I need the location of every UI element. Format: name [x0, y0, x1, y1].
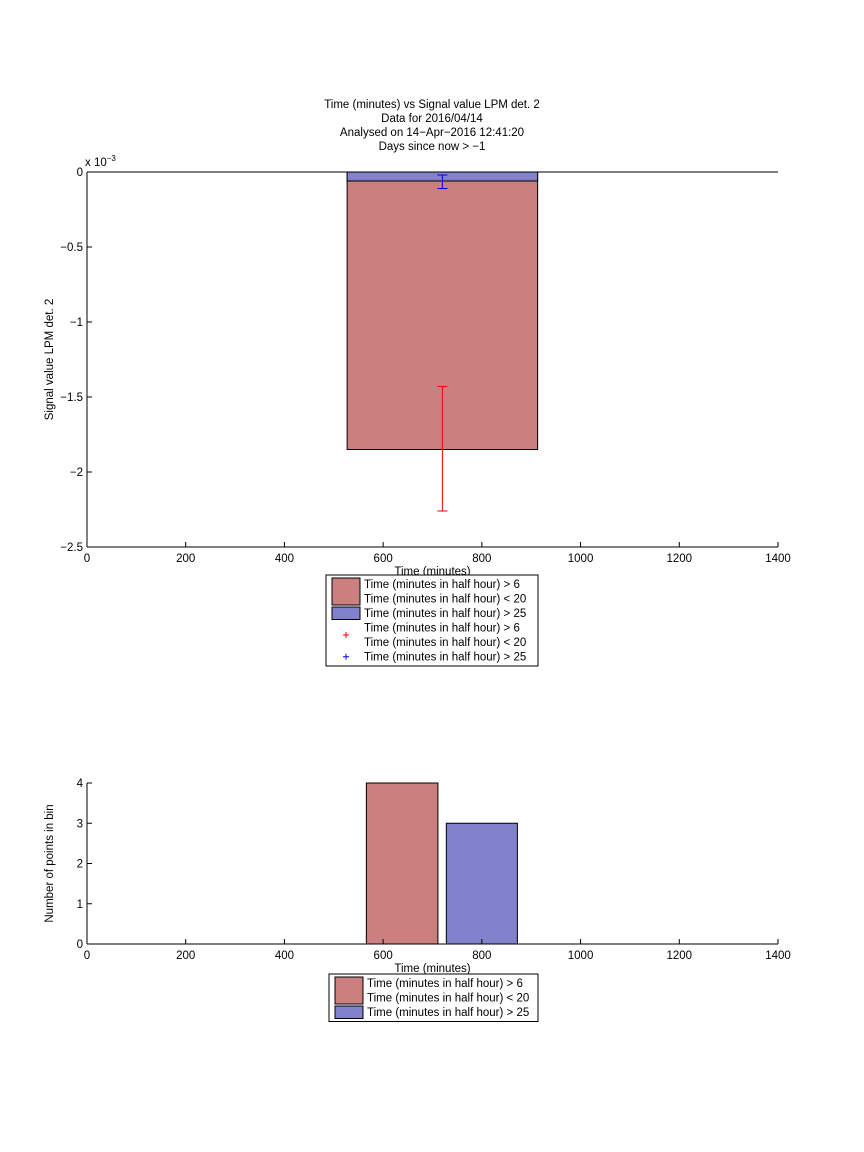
p2-x-tick-label: 800 [472, 950, 491, 962]
legend1-entry-3-text: Time (minutes in half hour) > 6 [364, 623, 520, 635]
p2-y-tick-label: 4 [77, 778, 84, 790]
title-line-4: Days since now > −1 [379, 141, 486, 153]
p2-x-tick-label: 0 [84, 950, 90, 962]
p2-x-tick-label: 400 [275, 950, 294, 962]
histogram-plot: 0 200 400 600 800 1000 1200 1400 0 1 2 3 4 Time (minu… [44, 778, 791, 975]
p1-y-tick-label: −1 [70, 317, 83, 329]
p2-x-tick-label: 1200 [666, 950, 692, 962]
p2-x-tick-label: 600 [374, 950, 393, 962]
histogram-plot-legend: Time (minutes in half hour) > 6 Time (min… [328, 973, 539, 1022]
title-line-1: Time (minutes) vs Signal value LPM det. … [324, 99, 540, 111]
legend1-box [325, 574, 539, 667]
p2-x-tick-label: 200 [176, 950, 195, 962]
p1-y-tick-label: −2 [70, 467, 83, 479]
p1-y-exponent-label: x 10−3 [85, 154, 116, 169]
legend1-entry-3-text: Time (minutes in half hour) < 20 [364, 637, 526, 649]
p2-x-axis-label: Time (minutes) [394, 963, 470, 975]
p2-y-tick-label: 2 [77, 859, 83, 871]
title-line-3: Analysed on 14−Apr−2016 12:41:20 [340, 127, 524, 139]
p2-x-tick-label: 1400 [765, 950, 791, 962]
p1-x-tick-label: 0 [84, 553, 90, 565]
p2-bar-2 [445, 822, 518, 945]
legend2-patch-1 [334, 976, 364, 1005]
p1-x-tick-label: 600 [374, 553, 393, 565]
p1-y-axis-label: Signal value LPM det. 2 [44, 299, 56, 420]
legend1-patch-2 [331, 606, 361, 620]
figure-title: Time (minutes) vs Signal value LPM det. … [324, 99, 540, 153]
p1-x-tick-label: 200 [176, 553, 195, 565]
title-line-2: Data for 2016/04/14 [381, 113, 483, 125]
p2-y-tick-label: 1 [77, 899, 83, 911]
p2-y-axis-label: Number of points in bin [44, 804, 56, 922]
p1-x-tick-label: 1400 [765, 553, 791, 565]
legend2-box [328, 973, 539, 1022]
p1-y-exponent-power: −3 [107, 154, 117, 163]
legend2-patch-2 [334, 1005, 364, 1019]
p1-x-tick-label: 1200 [666, 553, 692, 565]
legend1-entry-1-text: Time (minutes in half hour) > 6 [364, 579, 520, 591]
legend1-patch-1 [331, 577, 361, 606]
p1-y-tick-label: 0 [77, 167, 83, 179]
p2-y-tick-label: 0 [77, 939, 83, 951]
p1-y-tick-label: −1.5 [60, 392, 83, 404]
legend2-entry-2-text: Time (minutes in half hour) > 25 [367, 1007, 529, 1019]
p1-x-tick-label: 800 [472, 553, 491, 565]
p1-y-tick-label: −2.5 [60, 542, 83, 554]
signal-plot: 0 200 400 600 800 1000 1200 1400 0 −0.5 −1 −1.5 −2 −2… [44, 154, 791, 578]
legend2-entry-1-text: Time (minutes in half hour) > 6 [367, 978, 523, 990]
p2-bar-1 [365, 782, 439, 945]
p1-x-tick-label: 1000 [568, 553, 594, 565]
p2-y-tick-label: 3 [77, 818, 83, 830]
legend1-entry-2-text: Time (minutes in half hour) > 25 [364, 608, 526, 620]
legend1-entry-1-text: Time (minutes in half hour) < 20 [364, 594, 526, 606]
signal-plot-legend: Time (minutes in half hour) > 6 Time (min… [325, 574, 539, 667]
legend1-entry-4-text: Time (minutes in half hour) > 25 [364, 652, 526, 664]
legend2-entry-1-text: Time (minutes in half hour) < 20 [367, 993, 529, 1005]
p1-y-tick-label: −0.5 [60, 242, 83, 254]
p2-x-tick-label: 1000 [568, 950, 594, 962]
p1-x-tick-label: 400 [275, 553, 294, 565]
